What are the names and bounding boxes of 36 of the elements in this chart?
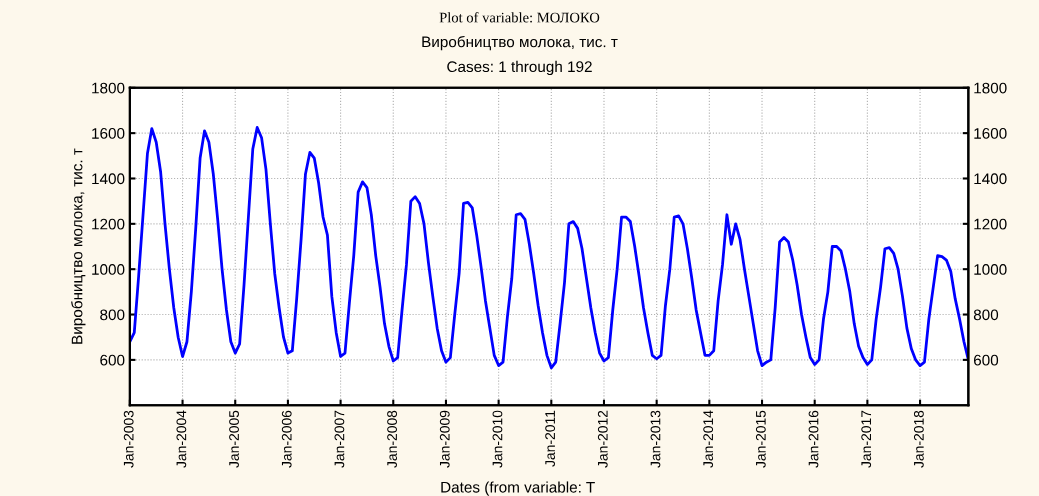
line-series <box>129 126 969 370</box>
x-tick-label: Jan-2015 <box>755 410 766 468</box>
x-tick-label: Jan-2008 <box>387 410 397 468</box>
y2-tick-label: 1200 <box>974 218 1007 230</box>
y-axis-title: Виробництво молока, тис. т <box>71 148 86 344</box>
x-tick-label: Jan-2017 <box>861 410 872 468</box>
x-tick-label: Jan-2003 <box>123 410 134 468</box>
y-tick-label: 1200 <box>92 218 125 230</box>
text: Cases: 1 through 192 <box>447 60 592 76</box>
y2-tick-label: 1400 <box>974 173 1007 185</box>
x-tick-label: Jan-2011 <box>545 410 556 467</box>
x-axis-title: Dates (from variable: T <box>441 481 595 496</box>
y2-tick-label: 1800 <box>974 82 1007 94</box>
y-tick-label: 800 <box>100 309 125 321</box>
y-tick-label: 1400 <box>92 173 125 185</box>
x-tick-label: Jan-2005 <box>229 410 239 468</box>
y2-tick-label: 1600 <box>974 128 1007 139</box>
y2-tick-label: 800 <box>973 309 999 321</box>
y-tick-label: 600 <box>100 354 125 366</box>
chart-title: Plot of variable: МОЛОКО <box>439 12 600 23</box>
x-tick-label: Jan-2013 <box>650 410 661 468</box>
x-tick-label: Jan-2006 <box>281 410 292 468</box>
y2-tick-label: 600 <box>973 354 999 366</box>
x-tick-label: Jan-2018 <box>913 410 924 468</box>
y-tick-label: 1600 <box>92 128 125 139</box>
x-tick-label: Jan-2004 <box>176 410 187 468</box>
chart-subtitle: Виробництво молока, тис. т <box>422 35 618 51</box>
x-tick-label: Jan-2010 <box>492 410 503 468</box>
y-tick-label: 1800 <box>92 82 125 94</box>
x-tick-label: Jan-2009 <box>439 410 450 468</box>
y2-tick-label: 1000 <box>974 264 1007 275</box>
x-tick-label: Jan-2007 <box>334 410 345 468</box>
x-tick-label: Jan-2014 <box>703 410 714 468</box>
y-tick-label: 1000 <box>92 264 125 275</box>
x-tick-label: Jan-2012 <box>597 410 608 468</box>
x-tick-label: Jan-2016 <box>808 410 819 468</box>
